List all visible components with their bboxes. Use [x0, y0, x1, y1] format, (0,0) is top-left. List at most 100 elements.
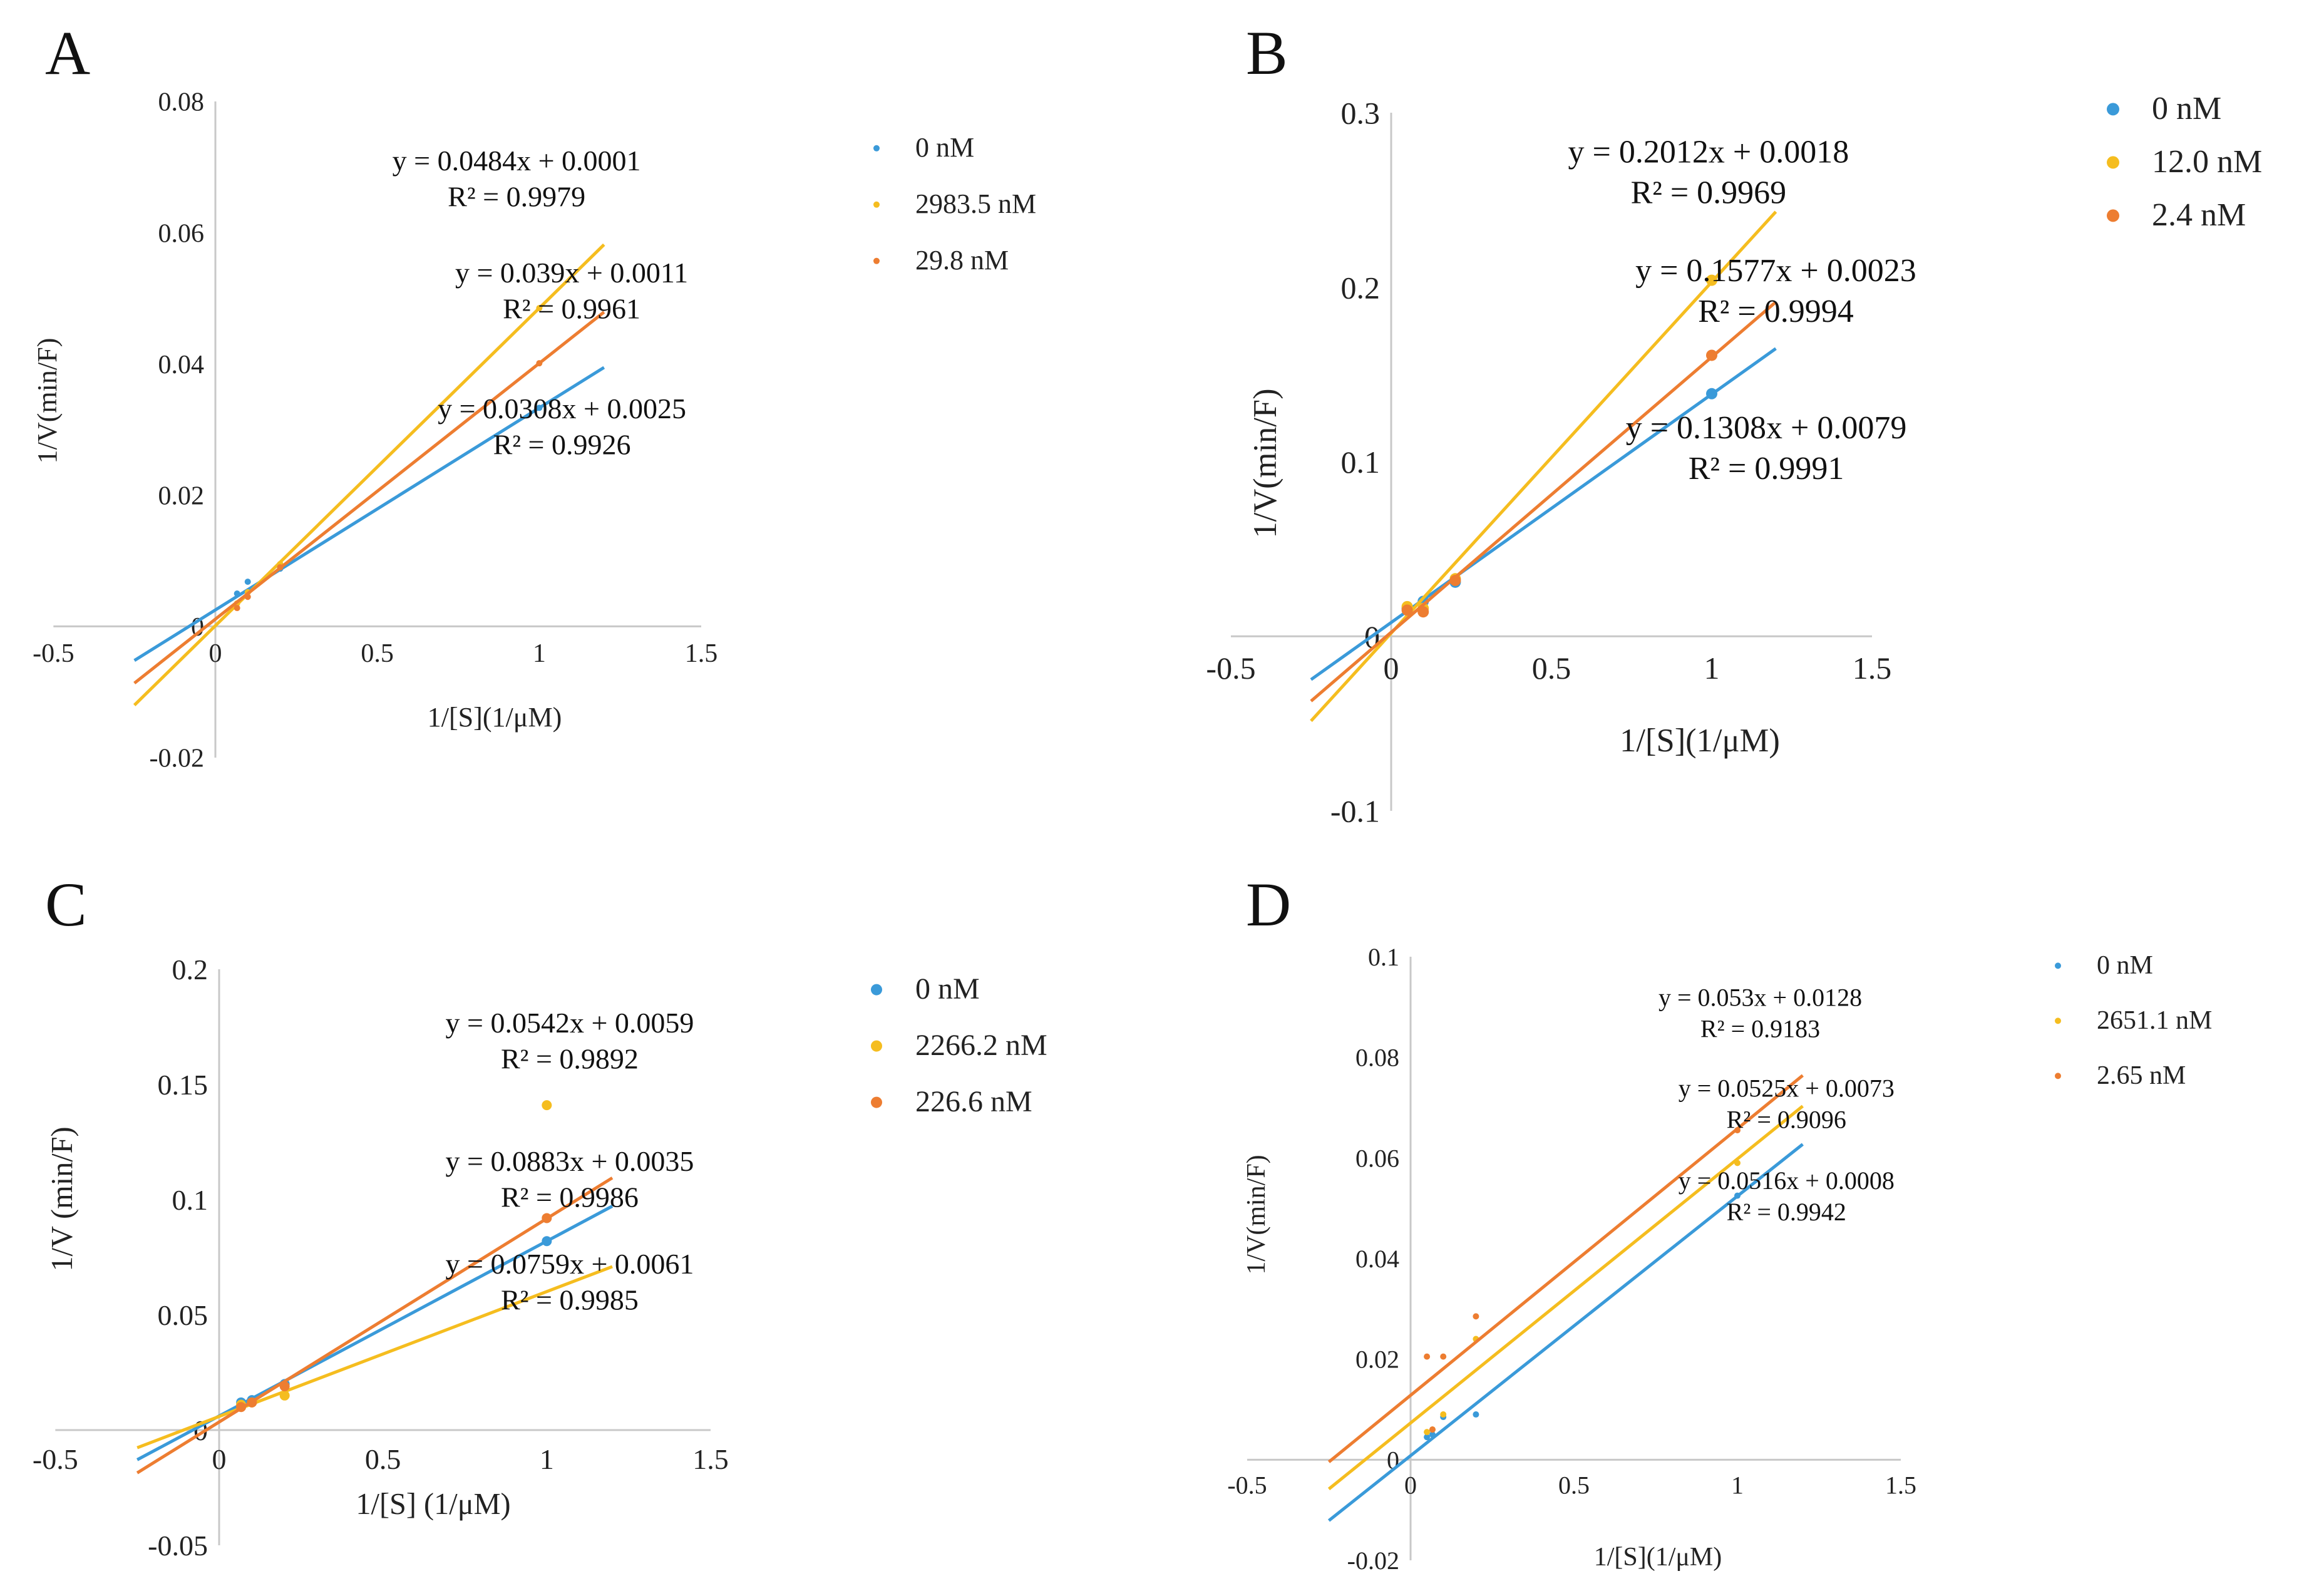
equation-label: y = 0.0883x + 0.0035 — [446, 1145, 694, 1177]
trendline-yellow — [1327, 1104, 1804, 1491]
y-tick-label: 0.04 — [1355, 1245, 1399, 1273]
legend-label: 2266.2 nM — [915, 1029, 1047, 1062]
data-point — [1401, 604, 1413, 616]
chart-panel-d: D-0.5 0 0.5 1 1.5-0.0200.020.040.060.080.11/… — [1227, 870, 2212, 1575]
x-tick-label: 1.5 — [1853, 651, 1892, 686]
data-point — [1429, 1431, 1436, 1438]
legend-label: 2651.1 nM — [2097, 1006, 2212, 1035]
y-tick-label: -0.02 — [1347, 1547, 1399, 1575]
y-tick-label: 0.1 — [172, 1184, 208, 1216]
trendline-blue — [1310, 347, 1777, 681]
equation-label: R² = 0.9986 — [501, 1182, 639, 1213]
data-point — [536, 404, 543, 411]
data-point — [234, 605, 240, 612]
data-point — [542, 1100, 552, 1111]
x-axis-title: 1/[S] (1/μM) — [356, 1488, 510, 1521]
x-tick-label: -0.5 — [1206, 651, 1255, 686]
y-tick-label: 0.1 — [1368, 943, 1399, 971]
equation-label: R² = 0.9942 — [1727, 1198, 1846, 1226]
data-point — [277, 564, 284, 571]
data-point — [1734, 1192, 1741, 1199]
data-point — [1449, 575, 1461, 587]
y-tick-label: 0.1 — [1341, 445, 1381, 480]
y-tick-label: -0.02 — [150, 744, 205, 773]
y-tick-label: 0.02 — [1355, 1346, 1399, 1374]
x-tick-label: 0.5 — [361, 639, 394, 668]
equation-label: R² = 0.9892 — [501, 1043, 639, 1075]
data-point — [1734, 1127, 1741, 1134]
equation-label: y = 0.0484x + 0.0001 — [393, 145, 641, 177]
data-point — [1424, 1434, 1431, 1441]
data-point — [1440, 1411, 1447, 1418]
legend-marker — [873, 201, 880, 208]
y-tick-label: -0.1 — [1330, 794, 1380, 829]
data-point — [542, 1213, 552, 1223]
legend-label: 12.0 nM — [2152, 144, 2262, 180]
data-point — [542, 1236, 552, 1247]
equation-label: R² = 0.9096 — [1727, 1105, 1846, 1133]
x-tick-label: 1 — [540, 1443, 554, 1475]
x-tick-label: 1.5 — [692, 1443, 729, 1475]
y-tick-label: 0.08 — [1355, 1044, 1399, 1072]
trendline-orange — [1327, 1074, 1804, 1463]
legend-marker — [2107, 156, 2119, 169]
x-tick-label: 0.5 — [1532, 651, 1571, 686]
equation-label: y = 0.0542x + 0.0059 — [446, 1007, 694, 1039]
data-point — [1706, 349, 1717, 361]
legend-marker — [871, 1096, 882, 1108]
data-point — [234, 590, 240, 597]
equation-label: y = 0.1577x + 0.0023 — [1635, 253, 1916, 289]
data-point — [536, 360, 543, 367]
trendline-blue — [133, 366, 605, 662]
legend-label: 29.8 nM — [915, 245, 1009, 275]
legend-label: 226.6 nM — [915, 1085, 1032, 1118]
equation-label: R² = 0.9979 — [448, 181, 585, 213]
legend-label: 0 nM — [915, 132, 974, 163]
panel-letter: A — [45, 18, 90, 88]
equation-label: R² = 0.9926 — [493, 429, 631, 461]
x-tick-label: 1.5 — [685, 639, 718, 668]
data-point — [1706, 388, 1717, 399]
legend-label: 0 nM — [2152, 91, 2221, 126]
legend-marker — [873, 257, 880, 264]
y-axis-title: 1/V (min/F) — [46, 1126, 79, 1271]
legend-marker — [2107, 209, 2119, 222]
panel-letter: B — [1246, 18, 1288, 88]
equation-label: y = 0.0516x + 0.0008 — [1679, 1166, 1895, 1195]
equation-label: R² = 0.9969 — [1631, 175, 1787, 210]
equation-label: R² = 0.9991 — [1689, 451, 1844, 487]
legend-label: 2.4 nM — [2152, 197, 2246, 233]
y-tick-label: 0.06 — [158, 219, 205, 248]
y-axis-title: 1/V(min/F) — [1242, 1155, 1271, 1274]
chart-panel-a: A-0.5 0 0.5 1 1.5-0.0200.020.040.060.081/[S]… — [32, 18, 1036, 773]
x-tick-label: 0.5 — [1558, 1471, 1590, 1499]
y-tick-label: 0.3 — [1341, 96, 1381, 131]
panel-letter: D — [1246, 870, 1291, 939]
legend-marker — [2055, 1017, 2061, 1024]
equation-label: y = 0.1308x + 0.0079 — [1626, 410, 1907, 446]
data-point — [1417, 606, 1429, 618]
equation-label: y = 0.0759x + 0.0061 — [446, 1248, 694, 1280]
x-axis-title: 1/[S](1/μM) — [428, 702, 562, 733]
x-tick-label: 0 — [1404, 1471, 1417, 1499]
data-point — [1424, 1353, 1431, 1360]
legend-marker — [2107, 103, 2119, 116]
legend-marker — [2055, 1073, 2061, 1079]
x-axis-title: 1/[S](1/μM) — [1594, 1543, 1722, 1572]
equation-label: R² = 0.9961 — [503, 293, 640, 325]
x-tick-label: 0 — [1384, 651, 1399, 686]
x-tick-label: -0.5 — [33, 639, 75, 668]
data-point — [279, 1381, 290, 1392]
x-tick-label: 0.5 — [365, 1443, 401, 1475]
y-axis-title: 1/V(min/F) — [32, 338, 63, 464]
legend-marker — [2055, 962, 2061, 969]
legend-marker — [871, 1040, 882, 1052]
equation-label: R² = 0.9183 — [1700, 1015, 1820, 1043]
data-point — [1440, 1353, 1447, 1360]
y-tick-label: 0.05 — [158, 1299, 208, 1331]
data-point — [244, 579, 251, 585]
x-tick-label: 1 — [533, 639, 546, 668]
trendline-blue — [1327, 1143, 1804, 1522]
